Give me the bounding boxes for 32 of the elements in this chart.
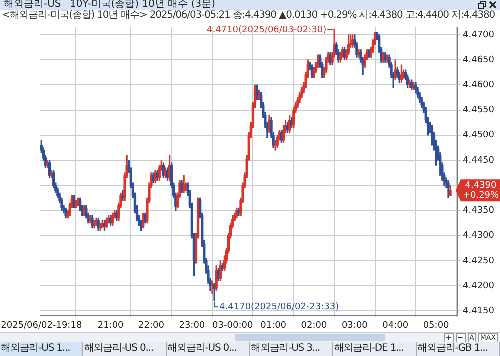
annotation: 4.4390 — [465, 180, 498, 191]
x-tick-label: 02:00 — [301, 320, 328, 331]
y-tick-label: 4.4300 — [463, 231, 495, 242]
y-tick-label: 4.4350 — [463, 206, 495, 216]
y-tick-label: 4.4150 — [463, 306, 495, 317]
annotation: 4.4170(2025/06/02-23:33) — [220, 302, 340, 312]
annotation: 4.4710(2025/06/03-02:30) — [207, 25, 327, 36]
x-tick-label: 05:00 — [423, 320, 450, 331]
y-tick-label: 4.4650 — [463, 55, 495, 66]
x-tick-label: 22:00 — [138, 320, 165, 331]
x-tick-label: 23:00 — [179, 320, 206, 331]
y-tick-label: 4.4500 — [463, 130, 495, 141]
x-tick-label: 21:00 — [98, 320, 124, 331]
text: 해외금리-US 1... — [0, 342, 84, 356]
x-tick-label: 03-00:00 — [212, 320, 254, 331]
text: 해외금리-DE 1... — [333, 342, 417, 356]
text: 해외금리-US 0... — [166, 342, 250, 356]
x-tick-label: 2025/06/02-19:18 — [1, 320, 82, 331]
y-tick-label: 4.4700 — [463, 30, 495, 40]
text: 해외금리-GB 1... — [416, 342, 500, 356]
y-tick-label: 4.4550 — [463, 106, 495, 116]
y-tick-label: 4.4450 — [463, 156, 495, 166]
text: <해외금리-미국(종합) 10년 매수> 2025/06/03-05:21 종:4.4390 ▲0.0130 +0.29% 시:4.4380 고:4.4400 저:4.4380 — [2, 10, 496, 21]
text: 해외금리-US 3... — [250, 342, 334, 356]
x-tick-label: 04:00 — [382, 320, 409, 331]
x-tick-label: 03:00 — [342, 320, 368, 331]
y-tick-label: 4.4200 — [463, 281, 495, 292]
y-tick-label: 4.4600 — [463, 80, 495, 91]
text: 해외금리-US 0... — [83, 342, 167, 356]
x-tick-label: 01:00 — [260, 320, 287, 331]
annotation: +0.29% — [462, 190, 500, 201]
y-tick-label: 4.4250 — [463, 256, 495, 266]
